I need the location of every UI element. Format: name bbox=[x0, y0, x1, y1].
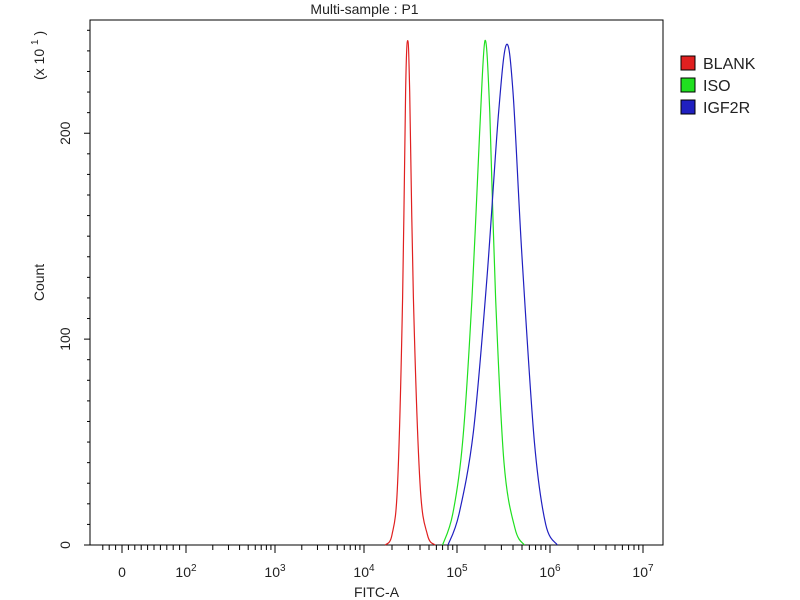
legend: BLANK ISO IGF2R bbox=[680, 55, 756, 117]
plot-frame bbox=[89, 19, 664, 546]
y-multiplier-exponent: 1 bbox=[30, 39, 41, 45]
x-axis-title: FITC-A bbox=[354, 584, 400, 600]
legend-label-iso: ISO bbox=[703, 78, 731, 95]
x-tick-label: 104 bbox=[353, 563, 375, 580]
y-axis-multiplier: (x 10 1 ) bbox=[25, 31, 47, 80]
legend-swatch-igf2r bbox=[680, 99, 696, 115]
legend-label-igf2r: IGF2R bbox=[703, 100, 750, 117]
legend-swatch-blank bbox=[680, 55, 696, 71]
y-tick-label: 100 bbox=[57, 327, 73, 351]
series-line-iso bbox=[442, 39, 525, 546]
legend-label-blank: BLANK bbox=[703, 56, 756, 73]
y-multiplier-suffix: ) bbox=[31, 31, 47, 36]
chart-title: Multi-sample : P1 bbox=[310, 1, 418, 17]
series-line-igf2r bbox=[447, 43, 558, 546]
y-tick-label: 0 bbox=[57, 541, 73, 549]
x-tick-label: 107 bbox=[632, 563, 654, 580]
legend-swatch-iso bbox=[680, 77, 696, 93]
x-tick-label: 102 bbox=[175, 563, 197, 580]
y-tick-label: 200 bbox=[57, 121, 73, 145]
x-tick-label: 103 bbox=[264, 563, 286, 580]
series-line-blank bbox=[384, 39, 436, 546]
y-multiplier-prefix: (x 10 bbox=[31, 49, 47, 80]
y-axis-title: Count bbox=[31, 264, 47, 301]
x-tick-label: 0 bbox=[118, 564, 126, 580]
x-tick-label: 106 bbox=[539, 563, 561, 580]
x-tick-label: 105 bbox=[446, 563, 468, 580]
